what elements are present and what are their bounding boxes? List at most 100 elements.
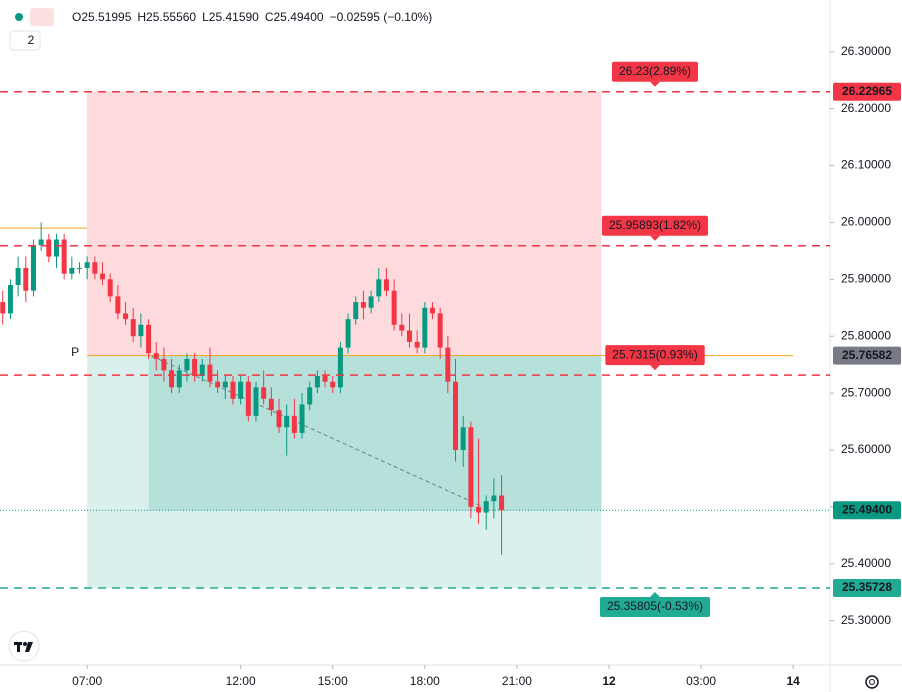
price-label-box bbox=[833, 501, 901, 520]
candle-body bbox=[499, 495, 505, 511]
price-label-box bbox=[833, 579, 901, 598]
candle-body bbox=[476, 506, 482, 513]
y-tick-label: 26.10000 bbox=[841, 158, 891, 172]
target-zone bbox=[87, 355, 602, 589]
candle-body bbox=[84, 262, 90, 268]
y-tick-label: 25.90000 bbox=[841, 271, 891, 285]
candle-body bbox=[368, 296, 374, 308]
candle-body bbox=[314, 376, 320, 388]
candle-body bbox=[445, 347, 451, 382]
candle-body bbox=[460, 427, 466, 450]
candle-body bbox=[107, 279, 113, 297]
level-label: 26.23(2.89%) bbox=[619, 64, 691, 78]
badge[interactable] bbox=[9, 30, 41, 51]
candle-body bbox=[176, 370, 182, 388]
candle-body bbox=[337, 347, 343, 388]
candle-body bbox=[77, 267, 83, 269]
ohlc-value: C25.49400 bbox=[265, 10, 324, 24]
candle-body bbox=[245, 381, 251, 416]
ohlc-value: O25.51995 bbox=[72, 10, 132, 24]
level-label: 25.95893(1.82%) bbox=[609, 218, 701, 232]
candle-body bbox=[53, 239, 59, 257]
candle-body bbox=[253, 387, 259, 416]
candle-body bbox=[92, 262, 98, 274]
level-label-box bbox=[601, 215, 709, 236]
level-label-pointer bbox=[650, 81, 660, 87]
trend-line bbox=[151, 355, 484, 508]
x-tick-label: 03:00 bbox=[686, 674, 716, 688]
candle-body bbox=[61, 239, 67, 274]
x-tick-label: 12:00 bbox=[226, 674, 256, 688]
candle-body bbox=[276, 410, 282, 428]
level-label-box bbox=[605, 345, 705, 366]
x-tick-label: 21:00 bbox=[502, 674, 532, 688]
ohlc-value: H25.55560 bbox=[137, 10, 196, 24]
level-label-pointer bbox=[650, 592, 660, 598]
candle-body bbox=[399, 324, 405, 331]
entry-marker: P bbox=[71, 345, 79, 359]
stop-zone bbox=[87, 91, 602, 356]
candle-body bbox=[291, 415, 297, 433]
candle-body bbox=[0, 302, 6, 314]
candle-body bbox=[261, 387, 267, 399]
candle-body bbox=[115, 296, 121, 314]
x-tick-label: 15:00 bbox=[318, 674, 348, 688]
price-label-box bbox=[833, 82, 901, 101]
x-tick-label: 14 bbox=[786, 674, 800, 688]
candle-body bbox=[100, 273, 106, 280]
candle-body bbox=[15, 267, 21, 285]
x-tick-label: 07:00 bbox=[72, 674, 102, 688]
candle-body bbox=[30, 245, 36, 291]
status-dot bbox=[15, 13, 23, 21]
candle-body bbox=[406, 330, 412, 342]
price-label-box bbox=[833, 346, 901, 365]
plot: P bbox=[0, 91, 830, 589]
y-tick-label: 25.70000 bbox=[841, 385, 891, 399]
candle-body bbox=[284, 415, 290, 428]
candle-body bbox=[391, 290, 397, 325]
candle-body bbox=[383, 279, 389, 291]
candle-body bbox=[130, 319, 136, 337]
candle-body bbox=[7, 285, 13, 314]
level-label-box bbox=[599, 597, 711, 618]
candle-body bbox=[330, 381, 336, 388]
candle-body bbox=[238, 381, 244, 399]
level-label: 25.35805(-0.53%) bbox=[607, 599, 703, 613]
candle-body bbox=[23, 267, 29, 291]
level-label-pointer bbox=[650, 235, 660, 241]
candle-body bbox=[38, 239, 44, 246]
level-label: 25.7315(0.93%) bbox=[612, 347, 697, 361]
profit-zone bbox=[148, 355, 602, 511]
candle-body bbox=[453, 381, 459, 450]
y-tick-label: 26.00000 bbox=[841, 215, 891, 229]
candle-body bbox=[483, 501, 489, 513]
candle-body bbox=[207, 364, 213, 382]
price-label: 25.35728 bbox=[842, 580, 892, 594]
candle-body bbox=[360, 302, 366, 308]
candle-body bbox=[429, 307, 435, 314]
candle-body bbox=[437, 313, 443, 348]
badge-text: 2 bbox=[28, 33, 35, 47]
ohlc-value: L25.41590 bbox=[202, 10, 259, 24]
indicator-toggle[interactable] bbox=[30, 8, 54, 26]
settings-icon[interactable] bbox=[865, 675, 879, 689]
candle-body bbox=[153, 353, 159, 359]
candle-body bbox=[199, 364, 205, 377]
candle-body bbox=[230, 381, 236, 399]
candle-body bbox=[161, 358, 167, 371]
price-label: 26.22965 bbox=[842, 84, 892, 98]
candle-body bbox=[138, 324, 144, 337]
y-tick-label: 26.30000 bbox=[841, 44, 891, 58]
candle-body bbox=[414, 341, 420, 348]
candle-body bbox=[69, 267, 75, 274]
level-label-box bbox=[611, 61, 699, 82]
x-tick-label: 18:00 bbox=[410, 674, 440, 688]
ohlc-value: −0.02595 (−0.10%) bbox=[330, 10, 433, 24]
candle-body bbox=[353, 302, 359, 320]
y-tick-label: 25.80000 bbox=[841, 328, 891, 342]
candle-body bbox=[268, 398, 274, 411]
candle-body bbox=[222, 381, 228, 388]
candle-body bbox=[468, 427, 474, 507]
y-tick-label: 25.30000 bbox=[841, 613, 891, 627]
candle-body bbox=[322, 376, 328, 382]
